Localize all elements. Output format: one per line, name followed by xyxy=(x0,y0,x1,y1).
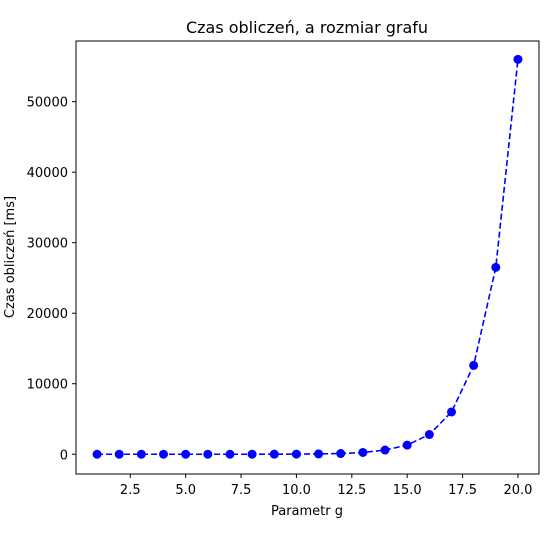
data-point xyxy=(247,449,257,459)
data-point xyxy=(402,440,412,450)
data-point xyxy=(469,360,479,370)
x-tick-label: 20.0 xyxy=(503,483,532,498)
data-point xyxy=(513,54,523,64)
data-point xyxy=(114,449,124,459)
data-point xyxy=(446,407,456,417)
data-point xyxy=(136,449,146,459)
y-axis-label: Czas obliczeń [ms] xyxy=(3,196,18,318)
data-point xyxy=(424,430,434,440)
data-point xyxy=(92,449,102,459)
data-point xyxy=(225,449,235,459)
x-axis: 2.5 5.0 7.5 10.0 12.5 15.0 17.5 20.0 xyxy=(120,474,532,498)
x-tick-label: 12.5 xyxy=(337,483,366,498)
series-line xyxy=(97,59,519,456)
y-tick-label: 10000 xyxy=(27,378,68,393)
data-point xyxy=(314,449,324,459)
data-point xyxy=(491,262,501,272)
y-tick-label: 30000 xyxy=(27,237,68,252)
plot-area xyxy=(92,54,523,459)
data-point xyxy=(203,449,213,459)
y-tick-label: 0 xyxy=(60,448,68,463)
data-point xyxy=(269,449,279,459)
x-tick-label: 17.5 xyxy=(448,483,477,498)
chart-title: Czas obliczeń, a rozmiar grafu xyxy=(186,18,428,37)
x-tick-label: 10.0 xyxy=(282,483,311,498)
y-axis: 0 10000 20000 30000 40000 50000 xyxy=(27,96,76,463)
data-point xyxy=(358,447,368,457)
x-tick-label: 15.0 xyxy=(393,483,422,498)
y-tick-label: 50000 xyxy=(27,96,68,111)
y-tick-label: 20000 xyxy=(27,307,68,322)
data-point xyxy=(181,449,191,459)
data-point xyxy=(291,449,301,459)
y-tick-label: 40000 xyxy=(27,166,68,181)
data-point xyxy=(380,445,390,455)
data-point xyxy=(336,449,346,459)
data-point xyxy=(159,449,169,459)
x-tick-label: 2.5 xyxy=(120,483,141,498)
x-axis-label: Parametr g xyxy=(271,504,343,519)
x-tick-label: 5.0 xyxy=(175,483,196,498)
plot-frame xyxy=(75,40,540,475)
x-tick-label: 7.5 xyxy=(231,483,252,498)
